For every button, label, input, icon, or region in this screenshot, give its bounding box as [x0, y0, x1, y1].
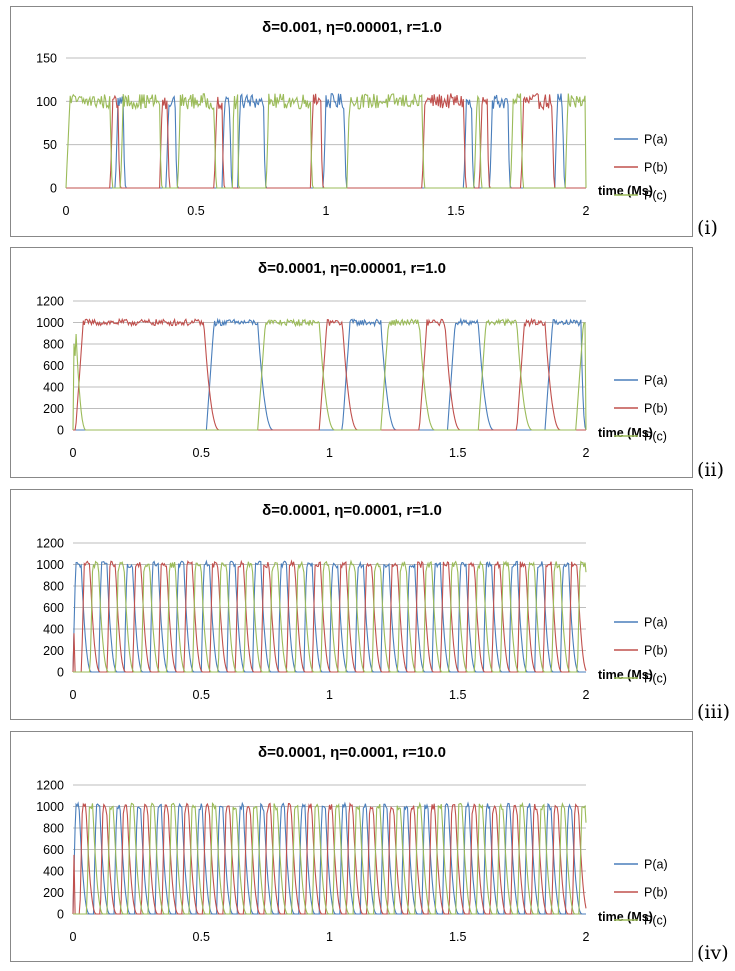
y-tick-label: 1000 [36, 800, 64, 814]
y-tick-label: 600 [43, 843, 64, 857]
x-tick-label: 0 [70, 446, 77, 460]
panel-label-1: (i) [697, 217, 718, 239]
series-line-pa [72, 559, 586, 673]
chart-title: δ=0.0001, η=0.0001, r=1.0 [262, 502, 442, 519]
chart-panel-3: δ=0.0001, η=0.0001, r=1.0 0 200 400 600 800 10… [10, 489, 693, 720]
x-tick-label: 1.5 [449, 688, 466, 702]
chart-panel-1: δ=0.001, η=0.00001, r=1.0 0 50 100 150 0 0.5 1 1… [10, 6, 693, 237]
x-tick-label: 0 [70, 688, 77, 702]
x-tick-label: 0 [63, 204, 70, 218]
series-line-pc [72, 317, 587, 431]
legend-label: P(a) [644, 374, 668, 388]
y-tick-label: 1200 [36, 295, 64, 309]
chart-svg-3: δ=0.0001, η=0.0001, r=1.0020040060080010… [36, 502, 668, 702]
legend-label: P(c) [644, 914, 667, 928]
series-line-pb [72, 802, 587, 915]
chart-svg-4: δ=0.0001, η=0.0001, r=10.0 0 200 400 600 800 1… [36, 744, 668, 944]
chart-svg-2: δ=0.0001, η=0.00001, r=1.0 0 200 400 600 800 1… [36, 260, 668, 460]
chart-svg-1: δ=0.001, η=0.00001, r=1.0 0 50 100 150 0 0.5 1 1… [36, 19, 668, 218]
y-tick-label: 400 [43, 865, 64, 879]
panel-label-2: (ii) [697, 459, 724, 481]
legend-label: P(a) [644, 133, 668, 147]
y-tick-label: 200 [43, 644, 64, 658]
y-tick-label: 0 [57, 424, 64, 438]
legend-label: P(b) [644, 161, 668, 175]
x-tick-label: 1.5 [449, 446, 466, 460]
y-tick-label: 0 [57, 666, 64, 680]
x-tick-label: 1 [326, 930, 333, 944]
y-tick-label: 1200 [36, 537, 64, 551]
x-tick-label: 2 [583, 446, 590, 460]
y-tick-label: 0 [57, 908, 64, 922]
x-tick-label: 2 [583, 930, 590, 944]
y-tick-label: 600 [43, 601, 64, 615]
chart-title: δ=0.001, η=0.00001, r=1.0 [262, 19, 442, 36]
chart-panel-4: δ=0.0001, η=0.0001, r=10.0 0 200 400 600 800 1… [10, 731, 693, 962]
legend-label: P(b) [644, 886, 668, 900]
y-tick-label: 800 [43, 338, 64, 352]
legend-label: P(c) [644, 189, 667, 203]
legend-label: P(a) [644, 616, 668, 630]
y-tick-label: 400 [43, 381, 64, 395]
y-tick-label: 600 [43, 359, 64, 373]
x-axis-label: time (Ms) [598, 668, 653, 682]
series-line-pa [66, 92, 586, 189]
y-tick-label: 1200 [36, 779, 64, 793]
x-tick-label: 0 [70, 930, 77, 944]
x-tick-label: 2 [583, 204, 590, 218]
legend-label: P(b) [644, 402, 668, 416]
y-tick-label: 200 [43, 886, 64, 900]
x-axis-label: time (Ms) [598, 184, 653, 198]
chart-panel-2: δ=0.0001, η=0.00001, r=1.0 0 200 400 600 800 1… [10, 247, 693, 478]
series-line-pc [73, 801, 587, 915]
x-axis-label: time (Ms) [598, 910, 653, 924]
x-tick-label: 1 [323, 204, 330, 218]
y-tick-label: 150 [36, 52, 57, 66]
series-line-pa [72, 801, 586, 915]
panel-label-4: (iv) [697, 942, 729, 964]
x-axis-label: time (Ms) [598, 426, 653, 440]
series-line-pc [65, 93, 587, 189]
panel-label-3: (iii) [697, 701, 731, 723]
x-tick-label: 1.5 [449, 930, 466, 944]
x-tick-label: 1 [326, 446, 333, 460]
y-tick-label: 100 [36, 95, 57, 109]
series-line-pa [73, 317, 587, 431]
x-tick-label: 1.5 [447, 204, 464, 218]
series-line-pb [72, 559, 587, 673]
y-tick-label: 1000 [36, 558, 64, 572]
x-tick-label: 2 [583, 688, 590, 702]
y-tick-label: 800 [43, 580, 64, 594]
y-tick-label: 50 [43, 138, 57, 152]
y-tick-label: 200 [43, 402, 64, 416]
x-tick-label: 0.5 [187, 204, 204, 218]
y-tick-label: 400 [43, 623, 64, 637]
legend-label: P(a) [644, 858, 668, 872]
legend-label: P(c) [644, 430, 667, 444]
y-tick-label: 0 [50, 182, 57, 196]
series-line-pb [73, 317, 586, 431]
legend-label: P(b) [644, 644, 668, 658]
chart-title: δ=0.0001, η=0.0001, r=10.0 [258, 744, 446, 761]
y-tick-label: 1000 [36, 316, 64, 330]
x-tick-label: 0.5 [193, 446, 210, 460]
x-tick-label: 0.5 [193, 688, 210, 702]
y-tick-label: 800 [43, 822, 64, 836]
chart-title: δ=0.0001, η=0.00001, r=1.0 [258, 260, 446, 277]
x-tick-label: 1 [326, 688, 333, 702]
x-tick-label: 0.5 [193, 930, 210, 944]
series-line-pc [73, 559, 587, 673]
legend-label: P(c) [644, 672, 667, 686]
